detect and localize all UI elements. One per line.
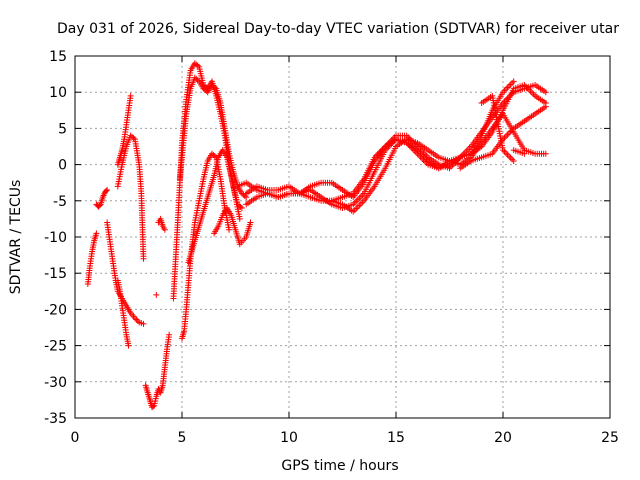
series-track-1	[84, 230, 100, 288]
data-point	[211, 84, 218, 91]
data-point	[150, 403, 157, 410]
data-point	[103, 188, 110, 195]
series-track-18	[328, 110, 549, 215]
data-point	[501, 87, 508, 94]
data-point	[509, 156, 516, 163]
axes: 0 5 10 15 20 25 15 10 5 0 -5 -10 -15 -20 -25 -30 -35	[44, 49, 619, 446]
data-point	[504, 131, 511, 138]
data-point	[351, 207, 358, 214]
data-point	[504, 84, 511, 91]
data-point	[529, 89, 536, 96]
series-track-4	[114, 277, 132, 349]
data-marks	[84, 60, 549, 411]
y-tick-label: 0	[58, 158, 67, 174]
series-track-3	[104, 219, 147, 327]
data-point	[542, 150, 549, 157]
series-track-7	[142, 331, 173, 411]
data-point	[194, 77, 201, 84]
data-point	[161, 226, 168, 233]
series-track-16	[243, 78, 517, 201]
series-track-5	[114, 92, 134, 168]
data-point	[503, 86, 510, 93]
data-point	[104, 186, 111, 193]
data-point	[510, 157, 517, 164]
series-track-15	[234, 136, 464, 212]
data-point	[133, 316, 140, 323]
y-tick-label: 15	[49, 49, 67, 65]
x-tick-label: 25	[601, 430, 619, 446]
series-track-11	[176, 74, 250, 201]
x-tick-label: 5	[178, 430, 187, 446]
data-point	[130, 135, 137, 142]
data-point	[510, 78, 517, 85]
x-tick-label: 10	[280, 430, 298, 446]
data-point	[236, 215, 243, 222]
y-tick-label: -20	[44, 302, 67, 318]
series-track-19	[457, 103, 549, 172]
data-point	[503, 133, 510, 140]
x-tick-label: 20	[494, 430, 512, 446]
data-point	[542, 89, 549, 96]
series-track-2	[93, 186, 111, 210]
data-point	[521, 150, 528, 157]
data-point	[507, 154, 514, 161]
series-track-22	[510, 147, 528, 157]
series-track-6	[114, 132, 147, 262]
y-tick-label: -10	[44, 230, 67, 246]
y-tick-label: -35	[44, 411, 67, 427]
data-point	[134, 317, 141, 324]
x-tick-label: 15	[387, 430, 405, 446]
series-track-9	[155, 215, 168, 233]
series-track-12	[179, 150, 233, 342]
x-axis-label: GPS time / hours	[281, 458, 398, 474]
y-tick-label: -15	[44, 266, 67, 282]
series-track-14	[211, 205, 254, 248]
data-point	[226, 226, 233, 233]
data-point	[503, 150, 510, 157]
data-point	[506, 153, 513, 160]
data-point	[125, 342, 132, 349]
y-axis-label: SDTVAR / TECUs	[8, 180, 24, 295]
data-point	[194, 62, 201, 69]
y-tick-label: -30	[44, 375, 67, 391]
data-point	[238, 205, 245, 212]
data-point	[504, 151, 511, 158]
data-point	[127, 92, 134, 99]
data-point	[131, 315, 138, 322]
data-point	[153, 291, 160, 298]
chart-title: Day 031 of 2026, Sidereal Day-to-day VTE…	[57, 21, 619, 37]
data-point	[93, 230, 100, 237]
data-point	[247, 219, 254, 226]
data-point	[542, 100, 549, 107]
data-point	[140, 320, 147, 327]
plot-frame	[74, 55, 611, 419]
data-point	[211, 153, 218, 160]
data-point	[166, 331, 173, 338]
series-track-8	[153, 291, 160, 298]
y-tick-label: -25	[44, 339, 67, 355]
y-tick-label: 10	[49, 85, 67, 101]
data-point	[509, 79, 516, 86]
data-point	[507, 81, 514, 88]
x-tick-label: 0	[71, 430, 80, 446]
series-track-13	[185, 147, 243, 266]
series-track-21	[478, 92, 517, 164]
series-track-20	[467, 81, 549, 157]
grid	[75, 56, 610, 418]
y-tick-label: 5	[58, 121, 67, 137]
y-tick-label: -5	[53, 194, 67, 210]
data-point	[140, 255, 147, 262]
